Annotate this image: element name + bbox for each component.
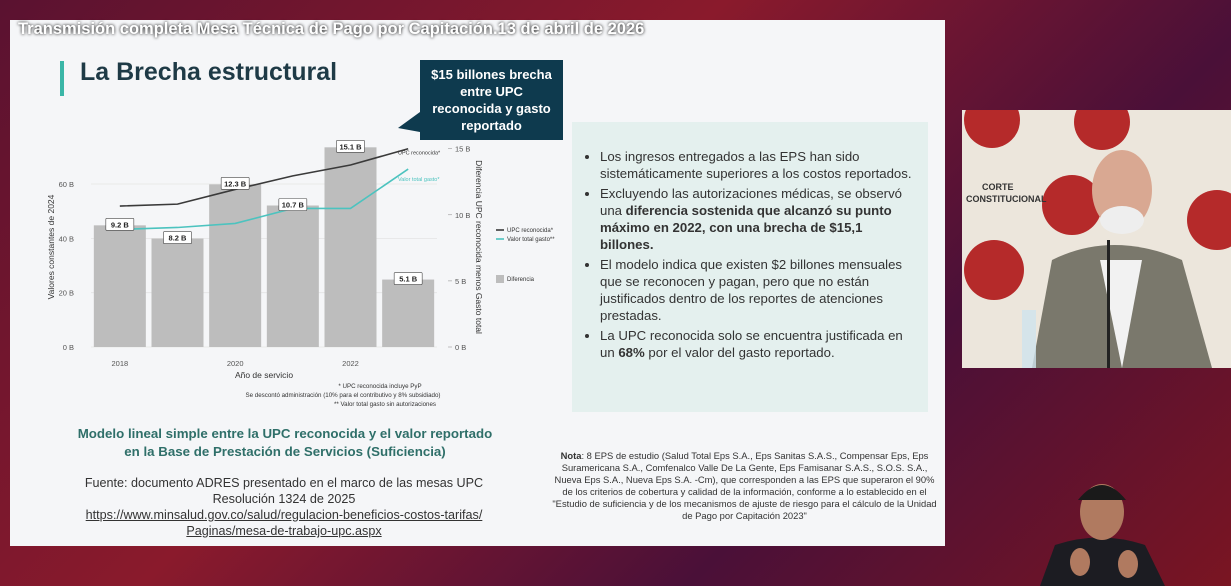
value-label: 15.1 B: [339, 142, 362, 151]
bullet-text: Los ingresos entregados a las EPS han si…: [600, 149, 912, 181]
value-label-box: [105, 218, 135, 231]
bar: [209, 184, 262, 347]
value-label-box: [278, 198, 308, 211]
value-label-box: [393, 272, 423, 285]
callout: $15 billones brecha entre UPC reconocida…: [420, 60, 563, 140]
svg-text:CORTE: CORTE: [982, 182, 1014, 192]
bullet-text: diferencia sostenida que alcanzó su punt…: [600, 203, 892, 252]
source: Fuente: documento ADRES presentado en el…: [84, 476, 484, 506]
source-link[interactable]: https://www.minsalud.gov.co/salud/regula…: [85, 508, 483, 538]
value-label: 5.1 B: [399, 275, 418, 284]
value-label-box: [163, 231, 192, 244]
y2-tick-label: 5 B: [455, 277, 466, 286]
footnote: Se descontó administración (10% para el …: [245, 392, 440, 399]
speaker-video: CORTE CONSTITUCIONAL: [962, 110, 1231, 368]
bullet-list: Los ingresos entregados a las EPS han si…: [582, 148, 912, 361]
value-label-box: [336, 140, 365, 153]
value-label: 8.2 B: [169, 234, 188, 243]
legend-label: Valor total gasto**: [507, 237, 555, 243]
value-label-box: [220, 177, 250, 190]
bar: [382, 279, 435, 347]
title-accent: [60, 61, 64, 96]
line-end-label: Valor total gasto*: [398, 177, 440, 183]
x-axis-label: Año de servicio: [235, 370, 293, 380]
bullet: El modelo indica que existen $2 billones…: [600, 256, 912, 324]
bar: [266, 205, 319, 347]
line: [119, 147, 409, 207]
y2-tick-label: 0 B: [455, 343, 466, 352]
bullet-text: 68%: [618, 345, 645, 360]
bullet: La UPC reconocida solo se encuentra just…: [600, 327, 912, 361]
footnote: * UPC reconocida incluye PyP: [338, 383, 421, 390]
bullet-text: La UPC reconocida solo se encuentra just…: [600, 328, 903, 360]
callout-pointer: [398, 112, 420, 132]
footnote: ** Valor total gasto sin autorizaciones: [334, 401, 436, 408]
y-tick-label: 40 B: [59, 234, 74, 243]
bar: [151, 238, 204, 347]
y2-tick-label: 10 B: [455, 211, 470, 220]
bullet-text: por el valor del gasto reportado.: [644, 345, 835, 360]
y2-tick-label: 15 B: [455, 145, 470, 154]
bullet: Excluyendo las autorizaciones médicas, s…: [600, 185, 912, 253]
value-label: 12.3 B: [224, 179, 247, 188]
x-tick-label: 2022: [342, 359, 359, 368]
line-end-label: UPC reconocida*: [398, 151, 441, 157]
legend-swatch: [496, 275, 504, 283]
value-label: 10.7 B: [282, 201, 305, 210]
bullet-text: El modelo indica que existen $2 billones…: [600, 257, 903, 323]
bar: [93, 225, 146, 347]
note-text: : 8 EPS de estudio (Salud Total Eps S.A.…: [552, 450, 937, 521]
chart: 0 B 20 B 40 B 60 B 0 B 5 B 10 B 15 B 2018 2020 202…: [46, 140, 555, 408]
chart-caption: Modelo lineal simple entre la UPC recono…: [77, 426, 493, 459]
y-tick-label: 60 B: [59, 180, 74, 189]
video-title: Transmisión completa Mesa Técnica de Pag…: [18, 20, 645, 38]
bullet-box: Los ingresos entregados a las EPS han si…: [572, 122, 928, 412]
interpreter-video: [1040, 484, 1165, 586]
bar: [324, 147, 377, 347]
y-tick-label: 20 B: [59, 289, 74, 298]
line: [119, 168, 409, 231]
note: Nota: 8 EPS de estudio (Salud Total Eps …: [552, 450, 937, 522]
bullet-text: Excluyendo las autorizaciones médicas, s…: [600, 186, 903, 218]
slide-title: La Brecha estructural: [80, 58, 338, 86]
legend-label: UPC reconocida*: [507, 228, 554, 234]
y-axis-label: Valores constantes de 2024: [46, 194, 56, 299]
x-tick-label: 2020: [227, 359, 244, 368]
note-label: Nota: [560, 450, 582, 461]
svg-text:CONSTITUCIONAL: CONSTITUCIONAL: [966, 194, 1047, 204]
y2-axis-label: Diferencia UPC reconocida menos Gasto to…: [474, 160, 484, 334]
legend-label: Diferencia: [507, 277, 535, 283]
y-tick-label: 0 B: [63, 343, 74, 352]
x-tick-label: 2018: [111, 359, 128, 368]
bullet: Los ingresos entregados a las EPS han si…: [600, 148, 912, 182]
value-label: 9.2 B: [111, 220, 130, 229]
